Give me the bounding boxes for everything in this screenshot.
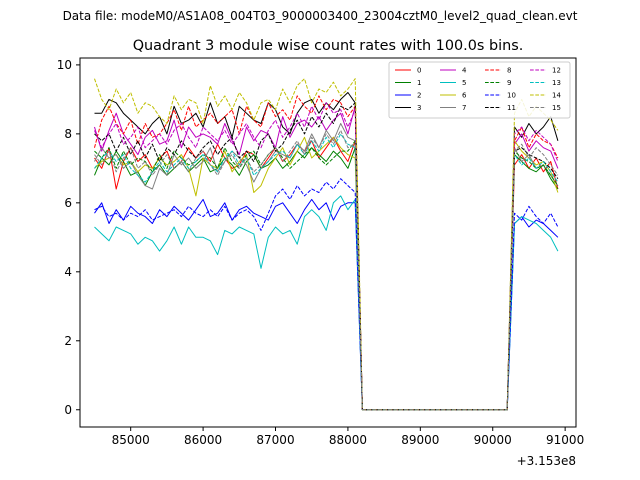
x-tick-label: 86000: [184, 433, 222, 447]
legend-label-4: 4: [462, 67, 467, 75]
series-line-9: [94, 140, 559, 411]
series-line-4: [94, 105, 559, 411]
legend-label-15: 15: [552, 104, 561, 112]
legend-label-6: 6: [462, 92, 467, 100]
series-line-5: [94, 195, 559, 411]
legend-label-11: 11: [507, 104, 516, 112]
y-tick-label: 2: [64, 334, 72, 348]
series-line-8: [94, 95, 559, 411]
series-line-6: [94, 136, 559, 411]
legend-label-13: 13: [552, 79, 561, 87]
series-line-11: [94, 102, 559, 411]
series-line-1: [94, 147, 559, 411]
x-tick-label: 85000: [112, 433, 150, 447]
legend-label-14: 14: [552, 92, 561, 100]
plot-lines: [94, 78, 559, 411]
legend-label-12: 12: [552, 67, 561, 75]
y-tick-label: 0: [64, 403, 72, 417]
plot-frame: [79, 57, 577, 428]
legend-box: [388, 61, 571, 119]
series-line-2: [94, 198, 559, 411]
y-tick-label: 10: [57, 58, 72, 72]
series-line-15: [94, 129, 559, 411]
legend-label-10: 10: [507, 92, 516, 100]
legend-label-9: 9: [507, 79, 511, 87]
x-tick-label: 90000: [474, 433, 512, 447]
legend-label-7: 7: [462, 104, 466, 112]
legend-label-3: 3: [417, 104, 421, 112]
chart-title: Quadrant 3 module wise count rates with …: [133, 38, 524, 54]
x-tick-label: 88000: [329, 433, 367, 447]
legend-label-8: 8: [507, 67, 511, 75]
y-tick-label: 8: [64, 127, 72, 141]
x-offset-label: +3.153e8: [517, 454, 576, 468]
y-axis: 0 2 4 6 8 10: [57, 58, 80, 417]
legend-label-0: 0: [417, 67, 421, 75]
x-tick-label: 89000: [401, 433, 439, 447]
series-line-13: [94, 133, 559, 411]
legend-label-5: 5: [462, 79, 466, 87]
series-line-7: [94, 123, 559, 411]
legend-label-2: 2: [417, 92, 421, 100]
x-axis: 85000 86000 87000 88000 89000 90000 91000: [112, 427, 584, 447]
y-tick-label: 6: [64, 196, 72, 210]
series-line-12: [94, 102, 559, 411]
series-line-0: [94, 136, 559, 411]
chart-suptitle: Data file: modeM0/AS1A08_004T03_90000034…: [63, 9, 578, 23]
x-tick-label: 87000: [256, 433, 294, 447]
legend-label-1: 1: [417, 79, 421, 87]
y-tick-label: 4: [64, 265, 72, 279]
x-tick-label: 91000: [546, 433, 584, 447]
